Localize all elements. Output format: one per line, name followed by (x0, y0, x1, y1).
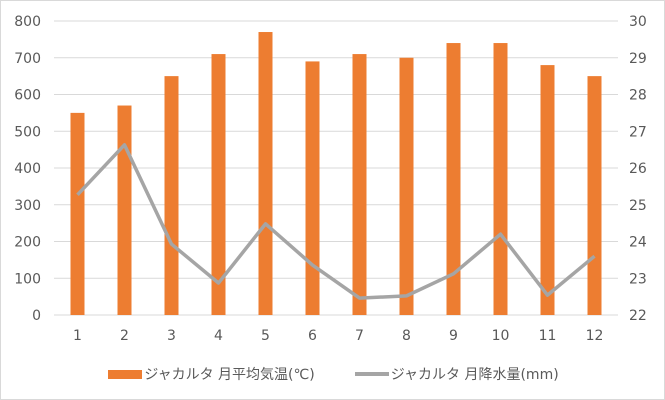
x-axis-tick: 9 (449, 328, 458, 344)
x-axis-tick: 6 (308, 328, 317, 344)
bar-swatch-icon (108, 369, 143, 379)
temperature-bar (305, 61, 320, 315)
left-axis-tick: 500 (14, 124, 41, 140)
rainfall-line (76, 143, 596, 300)
x-axis-tick: 11 (539, 328, 557, 344)
x-axis-tick: 8 (402, 328, 411, 344)
x-axis-tick: 5 (261, 328, 270, 344)
right-axis-tick: 27 (629, 124, 647, 140)
x-axis-tick: 1 (73, 328, 82, 344)
chart-legend: ジャカルタ 月平均気温(℃) ジャカルタ 月降水量(mm) (1, 364, 665, 384)
right-axis-tick: 29 (629, 51, 647, 67)
left-axis-tick: 700 (14, 51, 41, 67)
right-axis-tick: 28 (629, 88, 647, 104)
left-axis-tick: 400 (14, 161, 41, 177)
temperature-bar (540, 65, 555, 315)
right-axis-tick: 22 (629, 308, 647, 324)
left-axis-tick: 300 (14, 198, 41, 214)
x-axis-tick: 2 (120, 328, 129, 344)
x-axis-tick: 7 (355, 328, 364, 344)
left-axis-tick: 200 (14, 235, 41, 251)
temperature-bar (211, 54, 226, 315)
x-axis-tick: 4 (214, 328, 223, 344)
x-axis-tick: 3 (167, 328, 176, 344)
left-axis-tick: 0 (32, 308, 41, 324)
temperature-bar (164, 76, 179, 315)
temperature-bar (117, 105, 132, 316)
temperature-bar (493, 43, 508, 316)
chart-plot: 0100200300400500600700800222324252627282… (14, 14, 647, 344)
right-axis-tick: 30 (629, 14, 647, 30)
legend-label-rainfall: ジャカルタ 月降水量(mm) (390, 367, 559, 383)
temperature-bar (352, 54, 367, 315)
x-axis-tick: 10 (492, 328, 510, 344)
x-axis-tick: 12 (586, 328, 604, 344)
legend-item-rainfall: ジャカルタ 月降水量(mm) (354, 364, 559, 384)
right-axis-tick: 23 (629, 271, 647, 287)
temperature-bar (446, 43, 461, 316)
line-swatch-icon (354, 372, 389, 376)
left-axis-tick: 100 (14, 271, 41, 287)
legend-label-temperature: ジャカルタ 月平均気温(℃) (144, 367, 315, 383)
right-axis-tick: 24 (629, 235, 647, 251)
temperature-bar (399, 57, 414, 315)
temperature-bar (70, 112, 85, 315)
left-axis-tick: 800 (14, 14, 41, 30)
legend-item-temperature: ジャカルタ 月平均気温(℃) (108, 364, 315, 384)
right-axis-tick: 26 (629, 161, 647, 177)
right-axis-tick: 25 (629, 198, 647, 214)
temperature-bar (258, 32, 273, 316)
temperature-bar (587, 76, 602, 315)
left-axis-tick: 600 (14, 88, 41, 104)
